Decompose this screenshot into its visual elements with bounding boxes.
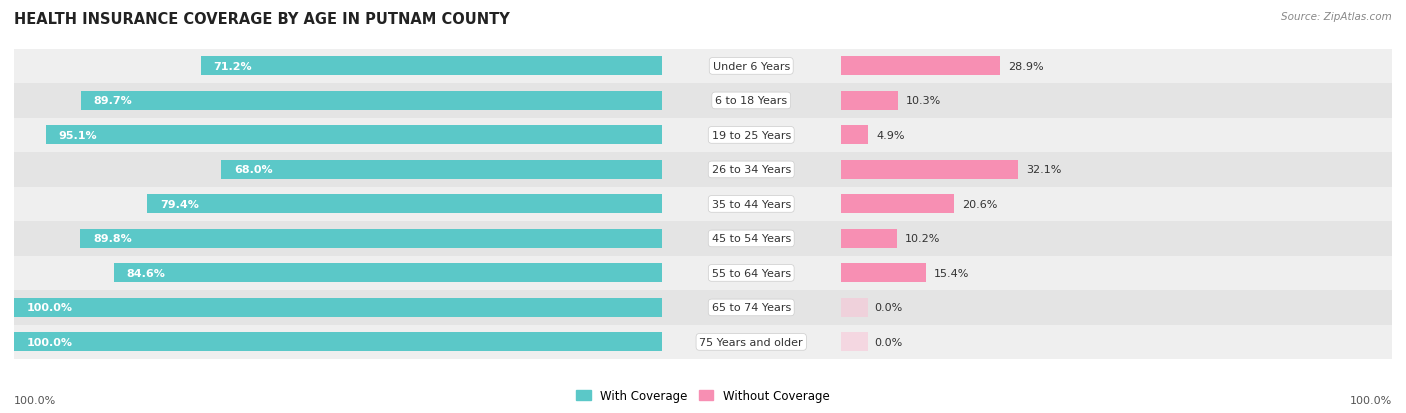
Bar — [114, 264, 662, 283]
Text: Source: ZipAtlas.com: Source: ZipAtlas.com — [1281, 12, 1392, 22]
Text: 89.8%: 89.8% — [93, 234, 132, 244]
Bar — [14, 222, 662, 256]
Text: 35 to 44 Years: 35 to 44 Years — [711, 199, 790, 209]
Bar — [841, 84, 1392, 119]
Bar — [841, 161, 1018, 180]
Bar — [201, 57, 662, 76]
Text: 100.0%: 100.0% — [27, 303, 73, 313]
Bar — [662, 50, 841, 84]
Text: 89.7%: 89.7% — [94, 96, 132, 106]
Text: 100.0%: 100.0% — [1350, 395, 1392, 405]
Text: 28.9%: 28.9% — [1008, 62, 1045, 72]
Text: 15.4%: 15.4% — [934, 268, 969, 278]
Bar — [841, 290, 1392, 325]
Text: 0.0%: 0.0% — [875, 337, 903, 347]
Bar — [14, 153, 662, 187]
Bar — [14, 119, 662, 153]
Bar — [14, 84, 662, 119]
Text: 10.2%: 10.2% — [905, 234, 941, 244]
Bar — [841, 92, 897, 111]
Text: 4.9%: 4.9% — [876, 131, 904, 140]
Text: 10.3%: 10.3% — [905, 96, 941, 106]
Bar — [841, 126, 868, 145]
Bar — [841, 298, 869, 317]
Text: 19 to 25 Years: 19 to 25 Years — [711, 131, 790, 140]
Bar — [841, 332, 869, 351]
Text: 26 to 34 Years: 26 to 34 Years — [711, 165, 790, 175]
Bar — [80, 92, 662, 111]
Text: 84.6%: 84.6% — [127, 268, 166, 278]
Bar — [14, 187, 662, 222]
Text: 68.0%: 68.0% — [235, 165, 273, 175]
Bar — [662, 187, 841, 222]
Bar — [662, 222, 841, 256]
Bar — [841, 229, 897, 248]
Bar — [662, 84, 841, 119]
Bar — [148, 195, 662, 214]
Bar — [841, 119, 1392, 153]
Bar — [841, 256, 1392, 290]
Text: 71.2%: 71.2% — [214, 62, 252, 72]
Bar — [841, 264, 925, 283]
Text: 95.1%: 95.1% — [59, 131, 97, 140]
Text: Under 6 Years: Under 6 Years — [713, 62, 790, 72]
Bar — [14, 298, 662, 317]
Bar — [841, 187, 1392, 222]
Text: 0.0%: 0.0% — [875, 303, 903, 313]
Bar — [841, 153, 1392, 187]
Text: 75 Years and older: 75 Years and older — [699, 337, 803, 347]
Bar — [841, 57, 1000, 76]
Text: 55 to 64 Years: 55 to 64 Years — [711, 268, 790, 278]
Bar — [841, 50, 1392, 84]
Bar — [14, 256, 662, 290]
Text: 100.0%: 100.0% — [27, 337, 73, 347]
Legend: With Coverage, Without Coverage: With Coverage, Without Coverage — [572, 385, 834, 407]
Bar — [841, 195, 955, 214]
Bar — [14, 50, 662, 84]
Text: 65 to 74 Years: 65 to 74 Years — [711, 303, 790, 313]
Text: HEALTH INSURANCE COVERAGE BY AGE IN PUTNAM COUNTY: HEALTH INSURANCE COVERAGE BY AGE IN PUTN… — [14, 12, 510, 27]
Text: 45 to 54 Years: 45 to 54 Years — [711, 234, 790, 244]
Text: 6 to 18 Years: 6 to 18 Years — [716, 96, 787, 106]
Bar — [662, 119, 841, 153]
Bar — [221, 161, 662, 180]
Bar — [14, 332, 662, 351]
Bar — [662, 256, 841, 290]
Bar — [841, 222, 1392, 256]
Bar — [662, 153, 841, 187]
Bar — [662, 290, 841, 325]
Bar — [46, 126, 662, 145]
Bar — [14, 325, 662, 359]
Text: 79.4%: 79.4% — [160, 199, 200, 209]
Bar — [841, 325, 1392, 359]
Text: 32.1%: 32.1% — [1026, 165, 1062, 175]
Bar — [14, 290, 662, 325]
Bar — [80, 229, 662, 248]
Text: 100.0%: 100.0% — [14, 395, 56, 405]
Bar — [662, 325, 841, 359]
Text: 20.6%: 20.6% — [963, 199, 998, 209]
